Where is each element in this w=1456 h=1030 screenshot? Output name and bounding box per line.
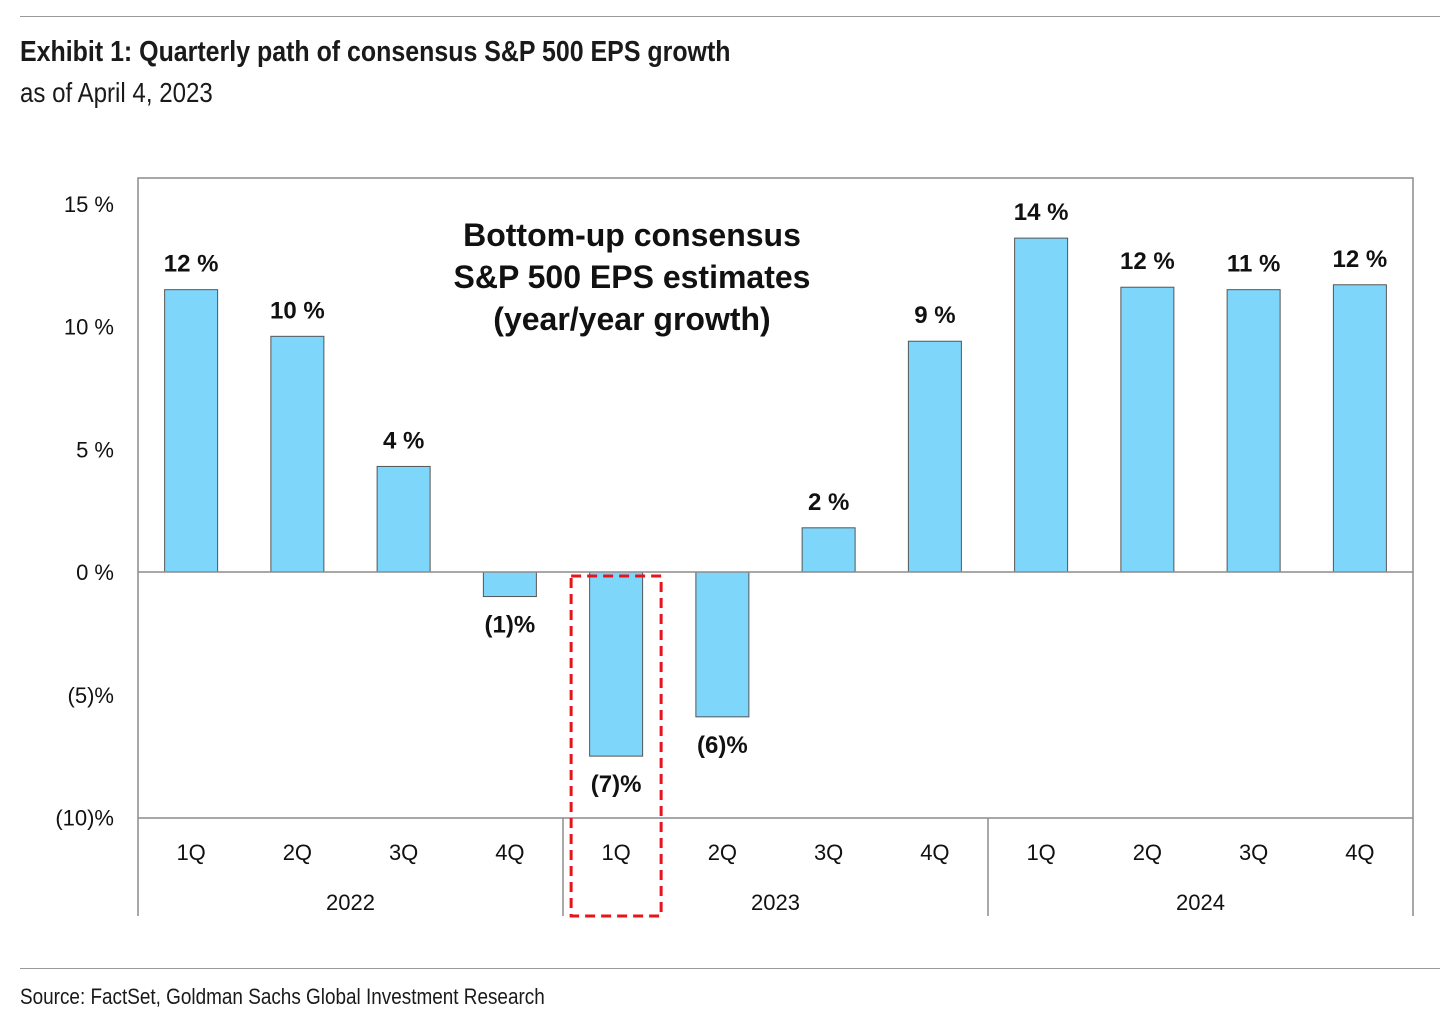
- x-tick-label: 2Q: [283, 840, 312, 865]
- top-rule: [20, 16, 1440, 17]
- x-tick-label: 1Q: [601, 840, 630, 865]
- y-tick-label: 15 %: [64, 192, 114, 217]
- bar: [589, 571, 644, 757]
- bar: [1120, 286, 1175, 573]
- bar: [695, 571, 750, 718]
- bar: [270, 335, 325, 573]
- bar: [482, 571, 537, 598]
- x-tick-label: 3Q: [389, 840, 418, 865]
- chart-subtitle: as of April 4, 2023: [20, 77, 213, 108]
- data-label: 14 %: [1014, 199, 1069, 226]
- highlight-box: [569, 574, 663, 918]
- y-tick-label: 10 %: [64, 315, 114, 340]
- x-tick-label: 2Q: [708, 840, 737, 865]
- data-label: (7)%: [591, 771, 642, 798]
- data-label: (1)%: [485, 612, 536, 639]
- x-tick-label: 4Q: [1345, 840, 1374, 865]
- data-label: 12 %: [1333, 246, 1388, 273]
- bottom-rule: [20, 968, 1440, 969]
- data-label: (6)%: [697, 732, 748, 759]
- source-note: Source: FactSet, Goldman Sachs Global In…: [20, 984, 545, 1009]
- x-tick-label: 3Q: [1239, 840, 1268, 865]
- annotation-line: Bottom-up consensus: [463, 217, 801, 253]
- x-tick-label: 1Q: [176, 840, 205, 865]
- annotation-line: (year/year growth): [493, 301, 770, 337]
- data-label: 10 %: [270, 297, 325, 324]
- data-label: 11 %: [1227, 251, 1280, 278]
- chart-title: Exhibit 1: Quarterly path of consensus S…: [20, 36, 731, 68]
- bar: [1014, 237, 1069, 573]
- annotation-line: S&P 500 EPS estimates: [454, 259, 811, 295]
- data-label: 2 %: [808, 489, 849, 516]
- x-group-label: 2023: [751, 890, 800, 915]
- x-tick-label: 1Q: [1026, 840, 1055, 865]
- x-tick-label: 4Q: [920, 840, 949, 865]
- x-tick-label: 3Q: [814, 840, 843, 865]
- bar: [801, 527, 856, 573]
- x-group-label: 2024: [1176, 890, 1225, 915]
- data-label: 12 %: [164, 251, 219, 278]
- y-tick-label: 5 %: [76, 437, 114, 462]
- y-tick-label: (10)%: [55, 806, 114, 831]
- x-group-label: 2022: [326, 890, 375, 915]
- bar: [164, 289, 219, 573]
- y-tick-label: (5)%: [68, 683, 114, 708]
- data-label: 12 %: [1120, 248, 1175, 275]
- bar: [1332, 284, 1387, 573]
- y-tick-label: 0 %: [76, 560, 114, 585]
- bar: [907, 340, 962, 573]
- x-tick-label: 4Q: [495, 840, 524, 865]
- bar: [1226, 289, 1281, 573]
- bar: [376, 465, 431, 573]
- x-tick-label: 2Q: [1133, 840, 1162, 865]
- plot-frame: [137, 177, 1414, 916]
- data-label: 4 %: [383, 427, 424, 454]
- data-label: 9 %: [914, 302, 955, 329]
